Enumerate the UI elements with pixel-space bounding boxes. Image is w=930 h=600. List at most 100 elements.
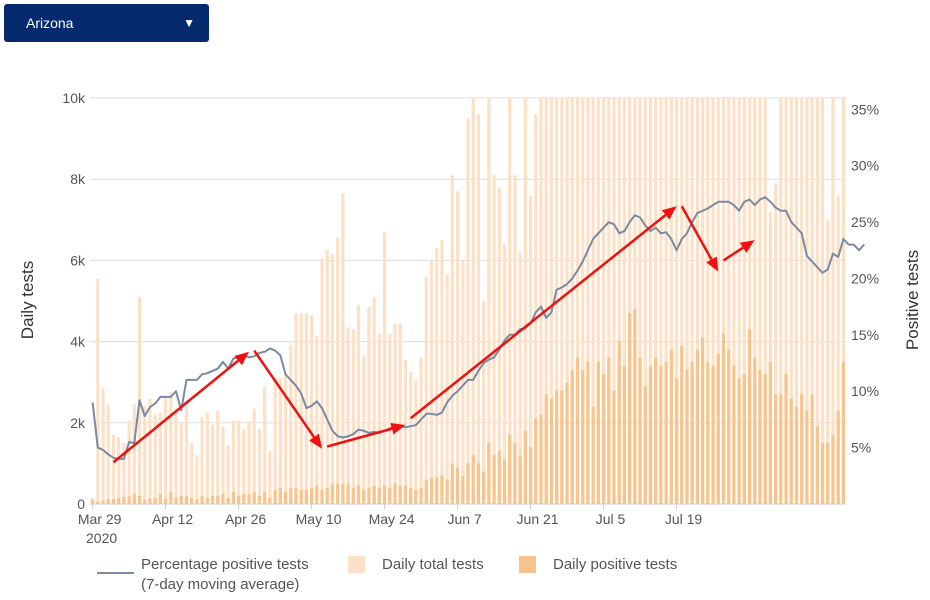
total-tests-bar — [200, 416, 204, 504]
chevron-down-icon: ▼ — [183, 16, 195, 30]
positive-tests-bar — [96, 501, 100, 504]
total-tests-bar — [763, 98, 767, 504]
trend-arrow-shaft — [253, 349, 316, 438]
legend-item-positive[interactable]: Daily positive tests — [519, 556, 677, 573]
positive-tests-bar — [482, 471, 486, 504]
positive-tests-bar — [362, 489, 366, 504]
positive-tests-bar — [315, 485, 319, 504]
axes: 0 2k 4k 6k 8k 10k 5% 10% 15% 20% 25% 30% 35% Mar 29 Ap… — [62, 90, 879, 546]
positive-tests-bar — [805, 410, 809, 504]
total-tests-bar — [841, 98, 846, 504]
positive-tests-bar — [534, 418, 538, 504]
positive-tests-bar — [200, 495, 204, 504]
total-tests-bar — [591, 98, 595, 504]
y-right-tick-label: 30% — [851, 158, 879, 174]
trend-arrow-shaft — [409, 214, 667, 420]
positive-tests-bar — [216, 495, 220, 504]
positive-tests-bar — [721, 333, 726, 504]
positive-tests-bar — [622, 365, 627, 504]
y-left-tick-label: 8k — [70, 171, 86, 187]
positive-tests-bar — [779, 394, 783, 504]
total-tests-bar — [638, 98, 642, 504]
positive-tests-bar — [304, 489, 308, 504]
y-left-tick-label: 2k — [70, 415, 86, 431]
total-tests-bar — [216, 410, 220, 504]
legend-label-rate: Percentage positive tests — [141, 556, 309, 573]
trend-arrow-shaft — [326, 427, 393, 448]
positive-tests-bar — [648, 365, 653, 504]
state-selector-value: Arizona — [26, 15, 74, 31]
positive-tests-bar — [836, 410, 840, 504]
positive-tests-bar — [669, 349, 673, 504]
positive-tests-bar — [247, 493, 251, 504]
positive-tests-bar — [325, 487, 329, 504]
total-tests-bar — [388, 333, 392, 504]
legend-sublabel-rate: (7-day moving average) — [141, 576, 299, 593]
positive-tests-bar — [841, 361, 846, 504]
total-tests-bar — [570, 98, 574, 504]
positive-rate-line-group — [91, 196, 865, 460]
positive-tests-bar — [210, 495, 215, 504]
total-tests-bar — [706, 98, 710, 504]
positive-tests-bar — [450, 463, 454, 504]
total-tests-bar — [575, 98, 580, 504]
positive-tests-bar — [826, 443, 830, 504]
positive-tests-bar — [555, 390, 559, 504]
positive-tests-bar — [523, 430, 527, 504]
positive-tests-bar — [497, 451, 501, 504]
x-tick-label: May 24 — [369, 511, 415, 527]
positive-tests-bars — [90, 309, 846, 504]
legend-swatch-positive — [519, 556, 536, 573]
positive-tests-bar — [106, 499, 110, 504]
total-tests-bar — [127, 420, 131, 504]
positive-tests-bar — [127, 495, 131, 504]
total-tests-bar — [372, 296, 376, 504]
positive-tests-bar — [263, 491, 267, 504]
legend-item-total[interactable]: Daily total tests — [348, 556, 484, 573]
positive-tests-bar — [137, 495, 142, 504]
positive-tests-bar — [674, 378, 679, 504]
positive-tests-bar — [169, 491, 173, 504]
positive-tests-bar — [732, 365, 736, 504]
total-tests-bar — [773, 183, 778, 504]
total-tests-bar — [779, 98, 783, 504]
total-tests-bar — [163, 396, 168, 504]
positive-tests-bar — [377, 487, 381, 504]
total-tests-bar — [419, 357, 423, 504]
total-tests-bar — [695, 98, 700, 504]
total-tests-bar — [414, 380, 418, 504]
positive-tests-bar — [440, 475, 444, 504]
total-tests-bar — [528, 195, 533, 504]
positive-tests-bar — [539, 414, 543, 504]
total-tests-bar — [409, 372, 413, 504]
positive-tests-bar — [330, 483, 335, 504]
positive-tests-bar — [487, 443, 491, 504]
legend-item-rate[interactable]: Percentage positive tests (7-day moving … — [97, 556, 309, 593]
total-tests-bar — [794, 98, 799, 504]
positive-tests-bar — [257, 495, 262, 504]
total-tests-bar — [612, 98, 616, 504]
positive-tests-bar — [753, 357, 757, 504]
total-tests-bar — [826, 219, 830, 505]
positive-tests-bar — [143, 499, 147, 504]
positive-tests-bar — [633, 309, 637, 504]
positive-tests-bar — [414, 489, 418, 504]
total-tests-bar — [628, 98, 632, 504]
trend-arrow-head — [309, 433, 323, 449]
positive-tests-bar — [763, 374, 767, 504]
total-tests-bar — [633, 98, 637, 504]
total-tests-bar — [721, 98, 726, 504]
trend-arrow-head — [706, 256, 719, 272]
positive-tests-bar — [205, 497, 209, 504]
positive-tests-bar — [742, 374, 746, 504]
positive-tests-bar — [461, 475, 465, 504]
total-tests-bar — [513, 175, 517, 504]
positive-tests-bar — [789, 398, 793, 504]
total-tests-bar — [805, 98, 809, 504]
positive-tests-bar — [148, 498, 152, 504]
positive-tests-bar — [424, 479, 428, 504]
state-selector[interactable]: Arizona ▼ — [4, 4, 209, 42]
total-tests-bar — [117, 437, 121, 504]
total-tests-bar — [466, 118, 470, 505]
positive-tests-bar — [388, 487, 392, 504]
